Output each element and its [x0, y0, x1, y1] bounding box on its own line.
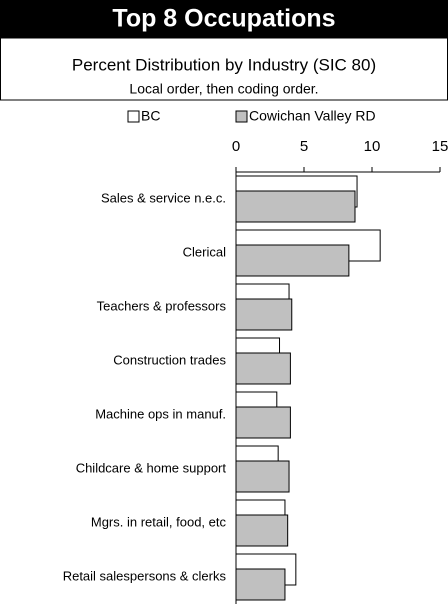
bar	[235, 568, 286, 601]
chart-note: Local order, then coding order.	[129, 81, 318, 97]
chart-title: Top 8 Occupations	[112, 5, 335, 33]
category-label: Retail salespersons & clerks	[63, 568, 227, 583]
legend-swatch	[235, 110, 248, 123]
chart-subtitle: Percent Distribution by Industry (SIC 80…	[72, 55, 376, 74]
title-bar	[0, 0, 448, 38]
legend-swatch	[127, 110, 140, 123]
category-label: Machine ops in manuf.	[95, 406, 226, 421]
x-tick-label: 15	[432, 138, 448, 155]
legend-label: Cowichan Valley RD	[249, 108, 376, 124]
category-label: Construction trades	[113, 352, 226, 367]
category-label: Sales & service n.e.c.	[101, 190, 226, 205]
bar	[235, 190, 356, 223]
x-tick-label: 5	[300, 138, 308, 155]
bar	[235, 460, 290, 493]
category-label: Clerical	[183, 244, 226, 259]
category-label: Mgrs. in retail, food, etc	[91, 514, 227, 529]
bar	[235, 352, 291, 385]
category-label: Teachers & professors	[97, 298, 227, 313]
category-label: Childcare & home support	[76, 460, 227, 475]
bar	[235, 406, 291, 439]
bar	[235, 298, 293, 331]
legend-label: BC	[141, 108, 160, 124]
x-tick-label: 10	[364, 138, 381, 155]
x-tick-label: 0	[232, 138, 240, 155]
bar	[235, 244, 350, 277]
bar	[235, 514, 289, 547]
